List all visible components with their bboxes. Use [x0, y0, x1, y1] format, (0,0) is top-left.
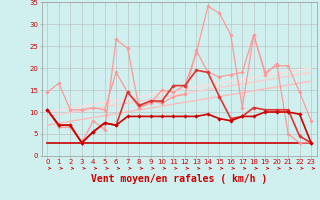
X-axis label: Vent moyen/en rafales ( km/h ): Vent moyen/en rafales ( km/h )	[91, 174, 267, 184]
